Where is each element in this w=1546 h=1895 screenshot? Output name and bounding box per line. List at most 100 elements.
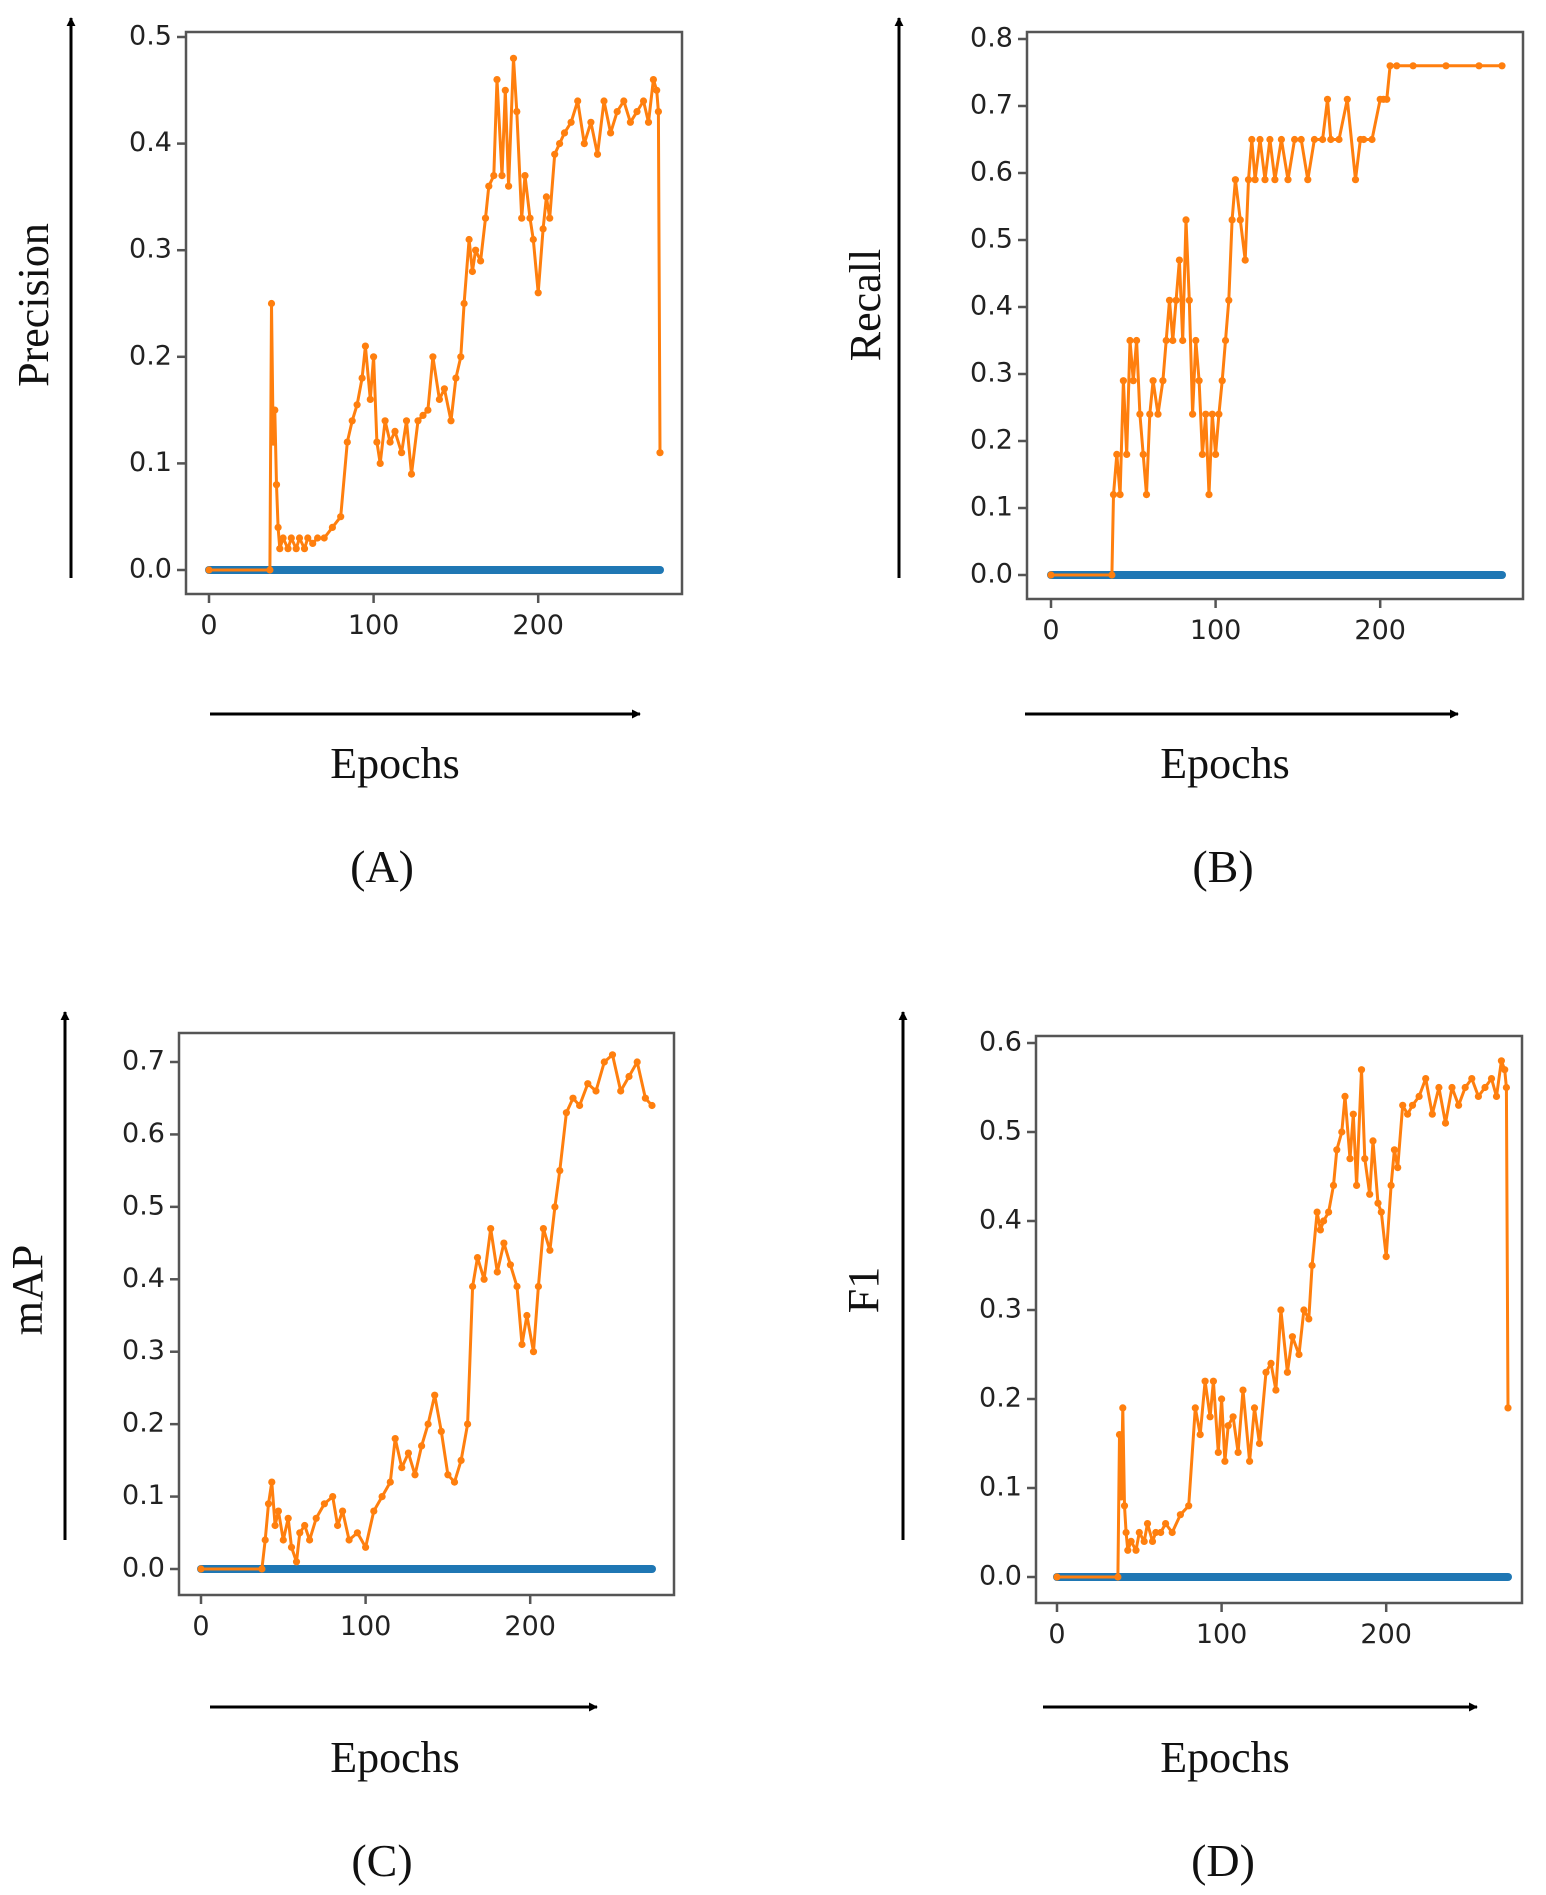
x-tick-label: 200 xyxy=(1360,1619,1412,1650)
y-tick-label: 0.2 xyxy=(979,1383,1022,1414)
data-point xyxy=(1053,1573,1061,1581)
y-axis-title: Recall xyxy=(841,249,890,361)
data-point xyxy=(1267,1359,1275,1367)
data-point xyxy=(296,1529,304,1537)
data-point xyxy=(513,1282,521,1291)
data-point xyxy=(546,214,554,222)
data-point xyxy=(1246,1457,1254,1465)
x-tick-label: 0 xyxy=(1048,1619,1065,1650)
data-point xyxy=(418,1442,426,1450)
y-tick-label: 0.6 xyxy=(970,157,1013,188)
data-point xyxy=(1284,176,1292,184)
data-point xyxy=(1335,135,1343,144)
data-point xyxy=(1428,1110,1436,1118)
data-point xyxy=(1208,410,1216,418)
data-point xyxy=(501,86,509,94)
data-point xyxy=(205,566,213,574)
data-point xyxy=(411,1471,419,1479)
data-point xyxy=(1116,491,1124,499)
data-point xyxy=(337,513,345,521)
data-point xyxy=(1300,1306,1308,1314)
data-point xyxy=(529,235,537,244)
x-tick-label: 0 xyxy=(200,610,217,641)
data-point xyxy=(1291,135,1299,144)
y-ticks: 0.0 0.1 0.2 0.3 0.4 0.5 0.6 0.7 xyxy=(122,1046,179,1584)
data-point xyxy=(498,172,506,180)
data-point xyxy=(1218,377,1226,385)
data-point xyxy=(1218,1395,1226,1403)
data-point xyxy=(1374,1199,1382,1207)
data-point xyxy=(1333,1146,1341,1154)
data-point xyxy=(1481,1083,1489,1092)
x-tick-label: 0 xyxy=(192,1611,209,1642)
x-ticks: 0 100 200 xyxy=(192,1595,556,1642)
data-point xyxy=(613,108,621,116)
data-point xyxy=(560,129,569,137)
data-point xyxy=(584,1080,592,1088)
data-point xyxy=(542,193,551,201)
data-point xyxy=(378,1493,386,1501)
y-tick-label: 0.3 xyxy=(129,234,172,265)
data-point xyxy=(574,97,582,105)
x-tick-label: 100 xyxy=(1196,1619,1248,1650)
data-point xyxy=(600,97,608,105)
data-point xyxy=(261,1536,269,1544)
data-point xyxy=(271,406,279,414)
data-point xyxy=(460,299,468,308)
panel-label: (C) xyxy=(351,1835,412,1886)
data-point xyxy=(1146,410,1154,418)
data-point xyxy=(480,1275,488,1283)
data-point xyxy=(556,140,564,148)
data-point xyxy=(440,385,448,393)
data-point xyxy=(447,417,455,425)
data-point xyxy=(649,76,658,84)
data-point xyxy=(1504,1404,1512,1412)
data-point xyxy=(1154,410,1162,418)
data-point xyxy=(407,470,416,478)
series-line-val xyxy=(1055,1059,1510,1579)
data-point xyxy=(1133,336,1141,345)
data-point xyxy=(567,118,575,126)
plot-frame xyxy=(177,1031,676,1597)
data-point xyxy=(309,539,317,548)
data-point xyxy=(314,534,322,542)
data-point xyxy=(1390,1146,1398,1154)
data-point xyxy=(1191,1404,1199,1412)
chart-panel-d: F1 Epochs (D) 0.0 0.1 0.2 0.3 0.4 0.5 0.… xyxy=(839,1011,1524,1886)
data-point xyxy=(1492,1092,1501,1100)
data-point xyxy=(633,108,641,116)
panel-label: (D) xyxy=(1191,1835,1255,1886)
data-point xyxy=(391,427,399,435)
data-point xyxy=(1351,176,1360,184)
y-tick-label: 0.6 xyxy=(979,1027,1022,1058)
data-point xyxy=(1185,1502,1193,1510)
data-point xyxy=(279,1536,287,1544)
data-point xyxy=(1319,135,1327,144)
data-point xyxy=(1387,1181,1395,1189)
data-point xyxy=(1212,450,1220,458)
data-point xyxy=(487,1225,495,1233)
data-point xyxy=(1224,1422,1232,1430)
y-tick-label: 0.4 xyxy=(129,127,172,158)
data-point xyxy=(1251,176,1259,184)
data-point xyxy=(452,374,460,382)
data-point xyxy=(376,459,384,467)
series-line-val xyxy=(199,1053,654,1571)
data-point xyxy=(639,97,648,105)
data-point xyxy=(1123,450,1131,458)
data-point xyxy=(437,1427,445,1435)
data-point xyxy=(295,534,304,542)
data-point xyxy=(312,1514,320,1522)
data-point xyxy=(1168,1528,1176,1537)
data-point xyxy=(1346,1155,1354,1163)
data-point xyxy=(1357,1066,1366,1074)
data-point xyxy=(1234,1448,1242,1456)
x-axis-title: Epochs xyxy=(330,1733,460,1782)
data-point xyxy=(1310,135,1318,144)
data-point xyxy=(287,534,295,542)
data-point xyxy=(381,417,389,425)
data-point xyxy=(1442,62,1450,70)
data-point xyxy=(644,118,653,126)
data-point xyxy=(348,417,356,425)
data-point xyxy=(271,1521,279,1530)
